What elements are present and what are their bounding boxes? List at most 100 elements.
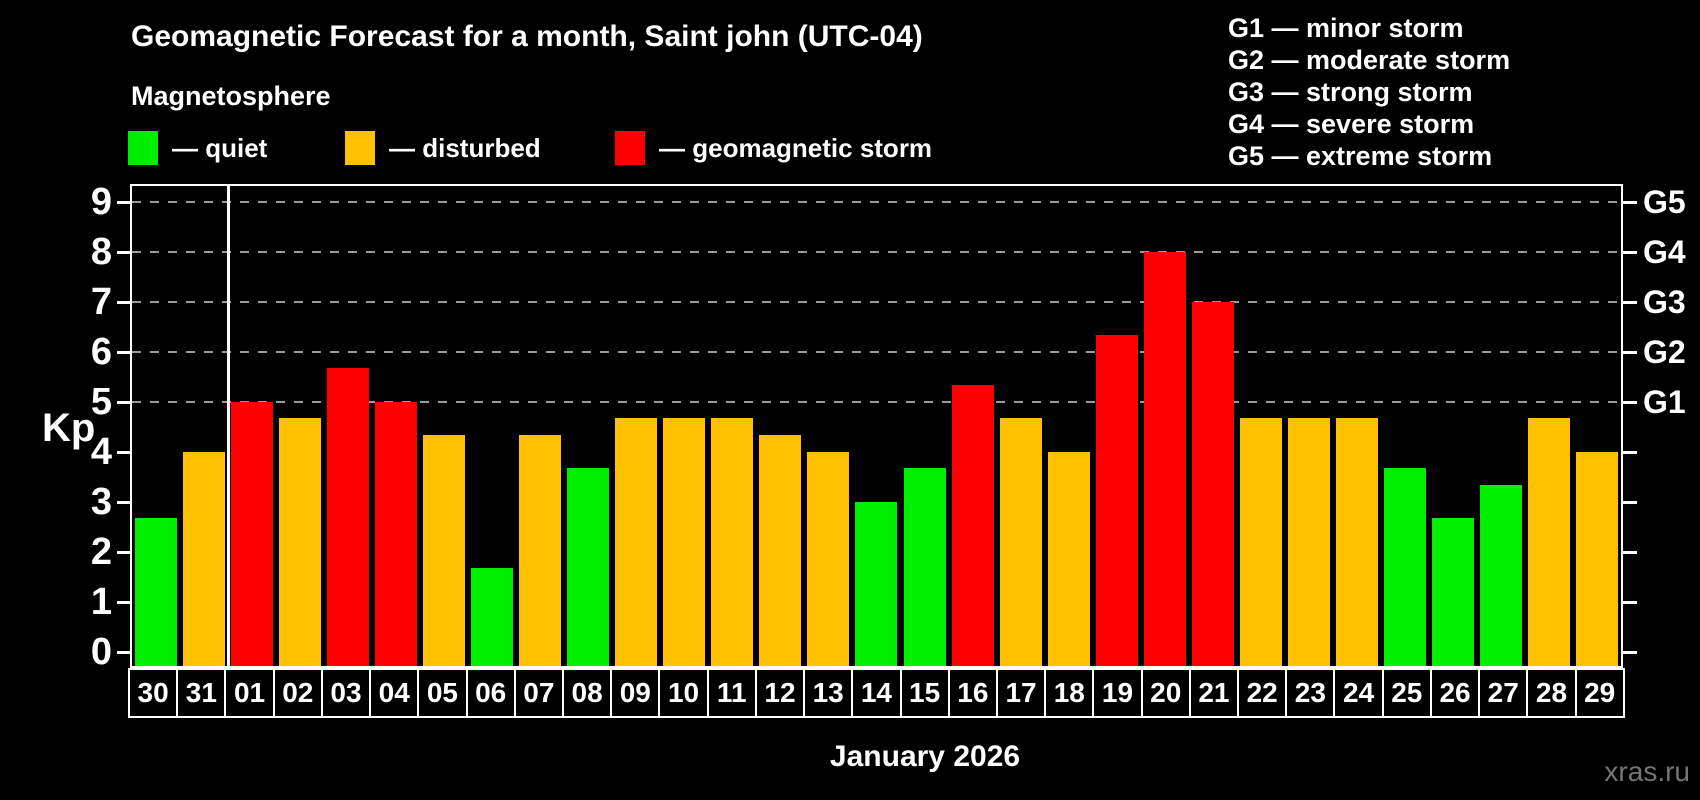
month-separator-line <box>227 186 230 666</box>
g4-axis-label: G4 <box>1643 234 1686 270</box>
day-label-box: 25 <box>1381 668 1432 718</box>
legend-item-quiet: — quiet <box>128 130 267 166</box>
day-label-box: 30 <box>128 668 179 718</box>
day-label: 16 <box>957 677 989 708</box>
g-scale-line: G4 — severe storm <box>1228 109 1475 139</box>
x-axis-day-row: 30 31 01 02 03 04 05 06 07 08 09 10 11 12 13 14 15 16 17 18… <box>128 668 1625 718</box>
day-label: 05 <box>426 677 458 708</box>
y-tick-label: 1 <box>90 581 112 623</box>
bar-day-18 <box>1048 452 1090 666</box>
left-axis-tick <box>117 651 130 654</box>
plot-area <box>132 186 1621 666</box>
day-label-box: 26 <box>1429 668 1481 718</box>
bar-day-15 <box>904 468 946 666</box>
day-label-box: 12 <box>754 668 806 718</box>
right-axis-tick <box>1623 601 1637 604</box>
grid-line-kp-9 <box>132 201 1621 203</box>
day-label-box: 17 <box>995 668 1047 718</box>
day-label: 12 <box>764 677 796 708</box>
left-axis-tick <box>117 301 130 304</box>
right-axis-tick <box>1623 451 1637 454</box>
watermark: xras.ru <box>1604 756 1690 787</box>
chart-subtitle: Magnetosphere <box>131 81 331 111</box>
g-scale-legend: G1 — minor storm G2 — moderate storm G3 … <box>1228 12 1510 172</box>
legend-item-label: — quiet <box>172 132 268 163</box>
bar-day-30 <box>135 518 177 666</box>
bar-day-17 <box>1000 418 1042 666</box>
day-label-box: 14 <box>851 668 902 718</box>
day-label-box: 20 <box>1140 668 1191 718</box>
day-label: 08 <box>571 677 603 708</box>
g-scale-line: G1 — minor storm <box>1228 13 1464 43</box>
legend-item-disturbed: — disturbed <box>345 130 541 166</box>
day-label-box: 11 <box>706 668 757 718</box>
left-axis-tick <box>117 501 130 504</box>
y-tick-label: 0 <box>90 631 112 673</box>
grid-line-kp-7 <box>132 301 1621 303</box>
g-scale-line: G3 — strong storm <box>1228 77 1473 107</box>
page-title: Geomagnetic Forecast for a month, Saint … <box>131 20 923 53</box>
left-axis-tick <box>117 451 130 454</box>
grid-line-kp-8 <box>132 251 1621 253</box>
day-label: 11 <box>716 677 747 708</box>
bar-day-29 <box>1576 452 1618 666</box>
g3-axis-label: G3 <box>1643 284 1686 320</box>
day-label: 28 <box>1535 677 1568 708</box>
day-label-box: 05 <box>417 668 468 718</box>
bar-day-25 <box>1384 468 1426 666</box>
day-label-box: 07 <box>513 668 564 718</box>
day-label: 29 <box>1584 677 1616 708</box>
bar-day-21 <box>1192 302 1234 666</box>
day-label-box: 19 <box>1092 668 1143 718</box>
y-tick-label: 5 <box>90 381 112 423</box>
bar-day-01 <box>231 402 273 666</box>
day-label-box: 06 <box>465 668 516 718</box>
quiet-swatch-icon <box>128 131 158 165</box>
y-tick-label: 4 <box>90 431 112 473</box>
plot-frame <box>130 184 1623 668</box>
day-label: 10 <box>667 677 700 708</box>
left-axis-tick <box>117 551 130 554</box>
bar-day-09 <box>615 418 657 666</box>
day-label: 26 <box>1439 677 1471 708</box>
day-label-box: 16 <box>947 668 998 718</box>
day-label: 21 <box>1198 677 1230 708</box>
day-label-box: 24 <box>1333 668 1384 718</box>
day-label-box: 22 <box>1237 668 1288 718</box>
right-axis-tick <box>1623 401 1637 404</box>
legend-item-label: — geomagnetic storm <box>659 132 933 163</box>
day-label-box: 08 <box>561 668 613 718</box>
bar-day-11 <box>711 418 753 666</box>
day-label: 20 <box>1150 677 1182 708</box>
bar-day-04 <box>375 402 417 666</box>
y-tick-label: 3 <box>90 481 112 523</box>
day-label-box: 18 <box>1044 668 1095 718</box>
y-axis-title: Kp <box>42 406 96 450</box>
bar-day-05 <box>423 435 465 666</box>
day-label: 17 <box>1005 677 1037 708</box>
day-label-box: 31 <box>176 668 227 718</box>
day-label-box: 29 <box>1574 668 1625 718</box>
right-axis-tick <box>1623 501 1637 504</box>
legend-item-label: — disturbed <box>389 132 541 163</box>
day-label: 27 <box>1487 677 1519 708</box>
day-label: 14 <box>860 677 892 708</box>
day-label-box: 04 <box>369 668 420 718</box>
day-label: 09 <box>619 677 651 708</box>
day-label: 22 <box>1246 677 1278 708</box>
day-label-box: 10 <box>658 668 709 718</box>
bar-day-08 <box>567 468 609 666</box>
right-axis-tick <box>1623 651 1637 654</box>
day-label: 30 <box>137 677 169 708</box>
bar-day-03 <box>327 368 369 666</box>
day-label: 23 <box>1294 677 1326 708</box>
y-tick-label: 2 <box>90 531 112 573</box>
bar-day-06 <box>471 568 513 666</box>
bar-day-20 <box>1144 252 1186 666</box>
y-tick-label: 8 <box>90 231 112 273</box>
bar-day-26 <box>1432 518 1474 666</box>
day-label: 04 <box>378 677 410 708</box>
day-label: 06 <box>475 677 507 708</box>
grid-line-kp-6 <box>132 351 1621 353</box>
